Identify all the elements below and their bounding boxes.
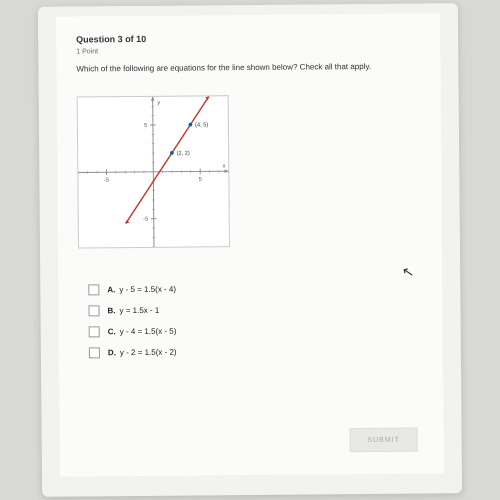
cursor-icon: ↖ <box>401 263 416 282</box>
answer-option[interactable]: D. y - 2 = 1.5(x - 2) <box>89 347 177 359</box>
svg-text:y: y <box>157 100 160 106</box>
line-graph: -5 5 -5 5 y x (4, 5) (2, 2) <box>77 95 230 248</box>
option-text: y - 4 = 1.5(x - 5) <box>120 327 177 336</box>
option-text: y - 5 = 1.5(x - 4) <box>119 285 176 294</box>
svg-text:-5: -5 <box>143 217 148 223</box>
checkbox[interactable] <box>89 347 100 358</box>
checkbox[interactable] <box>88 284 99 295</box>
option-text: y = 1.5x - 1 <box>119 306 159 315</box>
submit-button[interactable]: SUBMIT <box>350 428 418 453</box>
option-letter: A. <box>107 285 115 294</box>
option-text: y - 2 = 1.5(x - 2) <box>120 348 177 357</box>
option-letter: D. <box>108 348 116 357</box>
points-label: 1 Point <box>76 48 98 55</box>
question-header: Question 3 of 10 <box>76 34 146 45</box>
answer-options: A. y - 5 = 1.5(x - 4) B. y = 1.5x - 1 C. y - … <box>88 274 177 369</box>
checkbox[interactable] <box>88 305 99 316</box>
svg-text:5: 5 <box>199 177 202 183</box>
answer-option[interactable]: C. y - 4 = 1.5(x - 5) <box>89 326 177 338</box>
answer-option[interactable]: A. y - 5 = 1.5(x - 4) <box>88 284 176 296</box>
svg-text:(4, 5): (4, 5) <box>195 122 208 128</box>
checkbox[interactable] <box>89 326 100 337</box>
svg-text:x: x <box>223 163 226 169</box>
answer-option[interactable]: B. y = 1.5x - 1 <box>88 305 176 317</box>
svg-text:5: 5 <box>144 123 147 129</box>
svg-text:-5: -5 <box>104 178 109 184</box>
svg-text:(2, 2): (2, 2) <box>177 151 190 157</box>
option-letter: B. <box>107 306 115 315</box>
option-letter: C. <box>108 327 116 336</box>
question-prompt: Which of the following are equations for… <box>76 62 420 76</box>
